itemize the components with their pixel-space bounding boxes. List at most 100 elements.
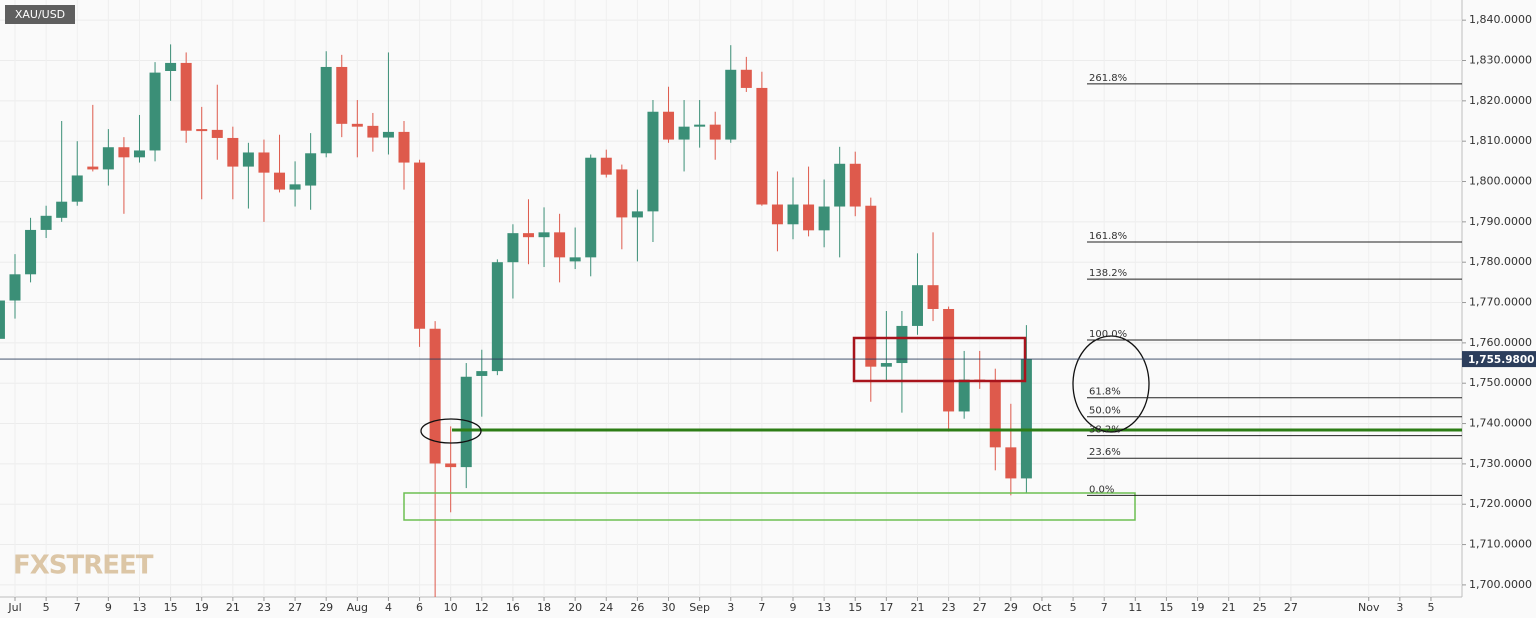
candle-body [522, 233, 534, 238]
candle-body [507, 233, 519, 263]
candles [0, 44, 1032, 597]
candle-body [678, 126, 690, 140]
overlays: 261.8% 161.8% 138.2% 100.0% 61.8% 50.0% 38.2% 2… [0, 73, 1536, 496]
candle-body [445, 463, 457, 468]
candle-body [9, 274, 21, 301]
x-tick-label: 20 [568, 601, 582, 614]
y-tick-label: 1,760.0000 [1469, 336, 1532, 349]
x-tick-label: 3 [727, 601, 734, 614]
y-tick-label: 1,750.0000 [1469, 376, 1532, 389]
candle-body [616, 169, 628, 218]
x-tick-label: 13 [817, 601, 831, 614]
candle-body [756, 87, 768, 205]
candle-body [896, 325, 908, 364]
candle-body [865, 205, 877, 367]
candle-body [491, 262, 503, 372]
current-price-box [1462, 351, 1536, 368]
candle-body [771, 204, 783, 225]
x-tick-label: 5 [1070, 601, 1077, 614]
chart-title: XAU/USD [15, 8, 65, 21]
x-tick-label: 15 [1159, 601, 1173, 614]
y-tick-label: 1,790.0000 [1469, 215, 1532, 228]
support-zone [403, 492, 1136, 521]
y-tick-label: 1,730.0000 [1469, 457, 1532, 470]
x-tick-label: 26 [630, 601, 644, 614]
fib-label: 161.8% [1089, 231, 1127, 242]
x-tick-label: 5 [43, 601, 50, 614]
x-tick-label: 7 [1101, 601, 1108, 614]
x-tick-label: 29 [1004, 601, 1018, 614]
x-tick-label: 21 [1222, 601, 1236, 614]
x-tick-label: 10 [444, 601, 458, 614]
x-tick-label: 27 [1284, 601, 1298, 614]
x-tick-label: Nov [1358, 601, 1380, 614]
x-tick-label: 7 [74, 601, 81, 614]
y-tick-label: 1,770.0000 [1469, 296, 1532, 309]
x-tick-label: 13 [132, 601, 146, 614]
x-tick-label: 19 [195, 601, 209, 614]
x-tick-label: Aug [347, 601, 368, 614]
candle-body [600, 157, 612, 175]
candle-body [943, 308, 955, 412]
candle-body [694, 124, 706, 127]
x-tick-label: 16 [506, 601, 520, 614]
candle-body [227, 137, 239, 167]
x-tick-label: 5 [1427, 601, 1434, 614]
candle-body [289, 184, 301, 190]
x-tick-label: 27 [973, 601, 987, 614]
fib-label: 38.2% [1089, 425, 1121, 436]
candle-body [740, 69, 752, 88]
x-tick-label: 12 [475, 601, 489, 614]
candle-body [476, 371, 488, 376]
x-tick-label: 7 [758, 601, 765, 614]
candle-body [242, 152, 254, 167]
y-tick-label: 1,800.0000 [1469, 175, 1532, 188]
x-tick-label: 23 [257, 601, 271, 614]
x-tick-label: 3 [1396, 601, 1403, 614]
x-tick-label: 9 [790, 601, 797, 614]
candle-body [725, 69, 737, 140]
candle-body [87, 166, 99, 170]
x-tick-label: 17 [879, 601, 893, 614]
candle-body [460, 376, 472, 468]
y-tick-label: 1,830.0000 [1469, 54, 1532, 67]
x-tick-label: 21 [910, 601, 924, 614]
candle-body [367, 125, 379, 138]
candle-body [1005, 447, 1017, 479]
x-tick-label: 25 [1253, 601, 1267, 614]
fib-label: 100.0% [1089, 329, 1127, 340]
candle-body [56, 201, 68, 218]
candle-body [336, 66, 348, 124]
highlight-ellipse [420, 418, 482, 444]
candle-body [429, 328, 441, 464]
fib-label: 61.8% [1089, 387, 1121, 398]
x-tick-label: 9 [105, 601, 112, 614]
candle-body [305, 153, 317, 186]
candle-body [118, 147, 130, 158]
candle-body [663, 111, 675, 140]
y-tick-label: 1,740.0000 [1469, 417, 1532, 430]
x-tick-label: 15 [848, 601, 862, 614]
y-tick-label: 1,820.0000 [1469, 94, 1532, 107]
y-tick-label: 1,780.0000 [1469, 255, 1532, 268]
x-tick-label: 21 [226, 601, 240, 614]
candle-body [818, 206, 830, 231]
highlight-ellipse [1072, 335, 1150, 433]
y-tick-label: 1,840.0000 [1469, 13, 1532, 26]
y-tick-label: 1,710.0000 [1469, 538, 1532, 551]
watermark: FXSTREET [13, 551, 154, 581]
candle-body [0, 300, 5, 339]
y-tick-label: 1,810.0000 [1469, 134, 1532, 147]
candle-body [554, 232, 566, 258]
x-tick-label: Sep [689, 601, 710, 614]
x-tick-label: 11 [1128, 601, 1142, 614]
candle-body [631, 211, 643, 218]
candle-body [958, 379, 970, 412]
x-tick-label: Oct [1032, 601, 1052, 614]
candle-body [133, 150, 145, 158]
x-tick-label: 19 [1191, 601, 1205, 614]
candle-body [803, 204, 815, 231]
fib-label: 50.0% [1089, 406, 1121, 417]
